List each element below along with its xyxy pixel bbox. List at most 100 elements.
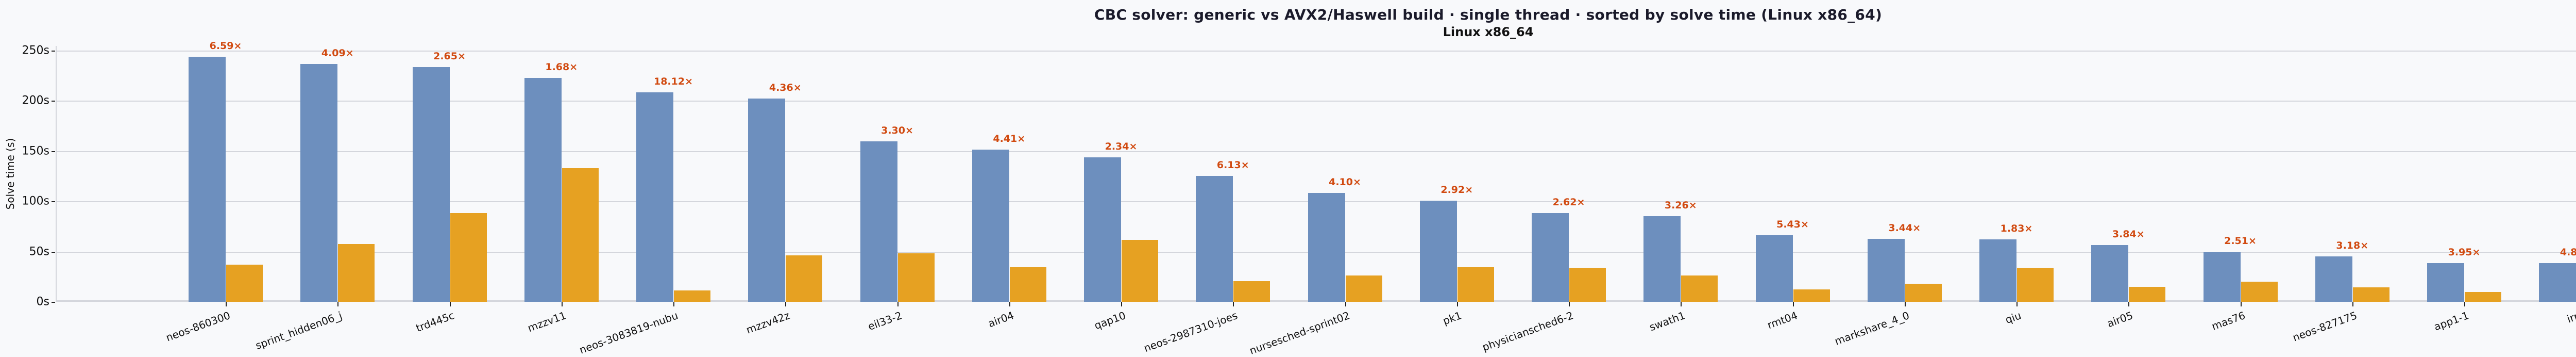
bar-avx2 xyxy=(897,253,935,302)
bar-avx2 xyxy=(561,168,599,302)
speedup-label: 3.18× xyxy=(2336,240,2369,252)
speedup-label: 4.09× xyxy=(321,47,354,59)
bar-generic xyxy=(972,149,1009,302)
x-tick-mark xyxy=(561,302,563,306)
chart-subtitle: Linux x86_64 xyxy=(1443,25,1534,39)
bar-generic xyxy=(1084,157,1121,302)
x-tick-label: sprint_hidden06_j xyxy=(253,309,344,352)
x-tick-label: markshare_4_0 xyxy=(1833,309,1911,348)
y-tick-mark xyxy=(52,50,55,52)
speedup-label: 3.95× xyxy=(2448,247,2481,258)
y-tick-mark xyxy=(52,201,55,202)
speedup-label: 3.26× xyxy=(1664,199,1697,211)
bar-avx2 xyxy=(1345,275,1382,302)
y-axis-label: Solve time (s) xyxy=(4,138,16,210)
speedup-label: 4.36× xyxy=(769,82,802,94)
y-tick-mark xyxy=(52,151,55,152)
bar-generic xyxy=(412,67,450,302)
gridline xyxy=(56,50,2576,52)
speedup-label: 18.12× xyxy=(653,76,693,88)
speedup-label: 3.84× xyxy=(2112,229,2145,240)
speedup-label: 4.10× xyxy=(1329,176,1361,188)
x-tick-label: mzzv42z xyxy=(744,309,792,336)
x-tick-label: nursesched-sprint02 xyxy=(1247,309,1351,357)
x-tick-mark xyxy=(1904,302,1906,306)
bar-avx2 xyxy=(2464,292,2501,302)
speedup-label: 2.62× xyxy=(1552,196,1585,208)
bar-avx2 xyxy=(1681,275,1718,302)
speedup-label: 2.34× xyxy=(1105,140,1138,152)
bar-generic xyxy=(1308,193,1345,302)
y-tick-label: 150s xyxy=(22,144,49,157)
bar-generic xyxy=(1867,239,1905,302)
speedup-label: 6.13× xyxy=(1216,159,1249,171)
bar-avx2 xyxy=(2240,282,2278,302)
speedup-label: 3.30× xyxy=(881,124,913,136)
y-tick-label: 0s xyxy=(36,295,49,309)
x-tick-mark xyxy=(1121,302,1122,306)
speedup-label: 4.83× xyxy=(2560,247,2576,258)
chart-title: CBC solver: generic vs AVX2/Haswell buil… xyxy=(1094,6,1883,23)
y-tick-label: 250s xyxy=(22,44,49,57)
speedup-label: 1.83× xyxy=(2000,223,2033,235)
x-tick-mark xyxy=(1681,302,1682,306)
y-tick-mark xyxy=(52,101,55,102)
speedup-label: 6.59× xyxy=(209,40,242,52)
y-axis-spine xyxy=(56,46,57,302)
bar-generic xyxy=(1643,216,1681,302)
x-tick-label: trd445c xyxy=(414,309,456,335)
speedup-label: 2.51× xyxy=(2224,235,2257,247)
x-tick-mark xyxy=(2464,302,2465,306)
speedup-label: 2.65× xyxy=(433,51,466,62)
x-tick-mark xyxy=(1009,302,1010,306)
gridline xyxy=(56,151,2576,152)
bar-avx2 xyxy=(1904,283,1942,302)
x-tick-label: neos-2987310-joes xyxy=(1142,309,1240,355)
bar-generic xyxy=(1755,235,1793,302)
bar-avx2 xyxy=(1792,289,1830,302)
x-tick-mark xyxy=(226,302,227,306)
bar-avx2 xyxy=(673,290,710,302)
x-tick-mark xyxy=(2128,302,2130,306)
bar-generic xyxy=(860,141,897,302)
speedup-label: 2.92× xyxy=(1440,184,1473,196)
x-tick-label: mas76 xyxy=(2209,309,2247,333)
x-tick-mark xyxy=(897,302,899,306)
speedup-label: 1.68× xyxy=(545,61,578,73)
bar-generic xyxy=(189,57,226,302)
bar-generic xyxy=(2315,256,2352,302)
bar-generic xyxy=(1419,201,1457,302)
bar-avx2 xyxy=(1456,267,1494,302)
y-tick-label: 100s xyxy=(22,194,49,208)
bar-generic xyxy=(1196,175,1233,302)
bar-avx2 xyxy=(2128,287,2166,302)
bar-avx2 xyxy=(337,244,375,302)
x-tick-mark xyxy=(2352,302,2353,306)
y-tick-label: 200s xyxy=(22,94,49,107)
x-tick-label: qiu xyxy=(2003,309,2023,327)
bar-avx2 xyxy=(785,255,823,302)
speedup-label: 4.41× xyxy=(993,133,1026,144)
bar-generic xyxy=(636,92,673,302)
bar-generic xyxy=(2203,252,2241,302)
bar-generic xyxy=(2539,263,2576,302)
bar-avx2 xyxy=(1233,281,1270,302)
x-tick-label: swath1 xyxy=(1648,309,1687,334)
bar-avx2 xyxy=(449,213,487,302)
x-tick-mark xyxy=(1456,302,1458,306)
x-tick-label: mzzv11 xyxy=(526,309,568,335)
bar-generic xyxy=(1532,213,1569,302)
speedup-label: 3.44× xyxy=(1888,222,1921,234)
x-tick-mark xyxy=(785,302,787,306)
x-tick-mark xyxy=(2240,302,2242,306)
bar-avx2 xyxy=(1009,267,1046,302)
y-tick-mark xyxy=(52,251,55,253)
bar-avx2 xyxy=(2352,287,2389,302)
bar-avx2 xyxy=(1121,240,1158,302)
x-tick-mark xyxy=(337,302,339,306)
x-tick-mark xyxy=(1569,302,1570,306)
bar-generic xyxy=(748,99,786,302)
plot-area: 6.59× neos-860300 4.09× sprint_hidden06_j 2.… xyxy=(52,40,2576,357)
x-tick-label: physiciansched6-2 xyxy=(1480,309,1575,354)
x-tick-label: eil33-2 xyxy=(866,309,904,333)
